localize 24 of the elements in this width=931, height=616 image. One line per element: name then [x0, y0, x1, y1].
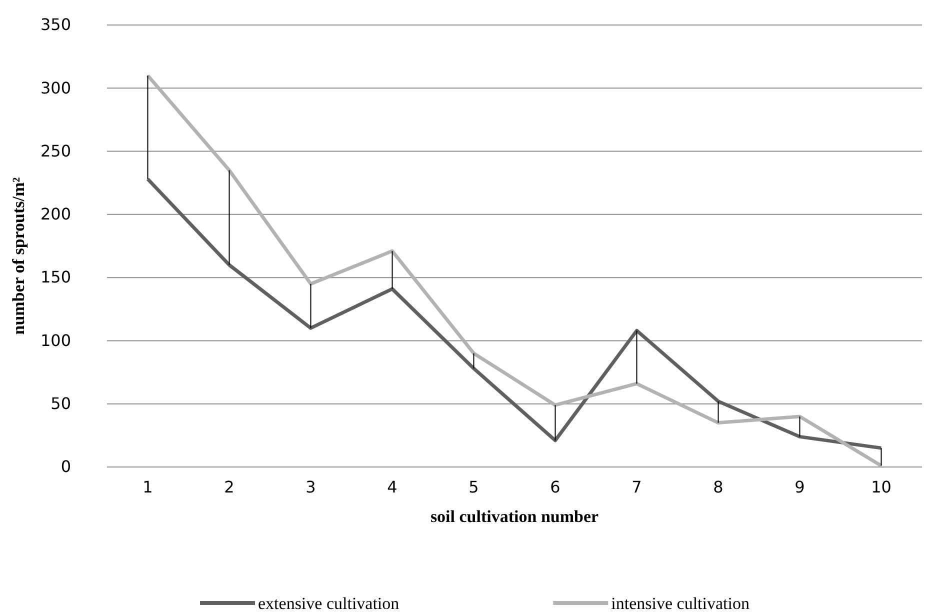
- x-tick-label: 6: [550, 477, 560, 496]
- y-tick-label: 250: [40, 141, 71, 160]
- x-tick-label: 5: [468, 477, 479, 496]
- legend-label: extensive cultivation: [258, 594, 400, 613]
- x-tick-label: 4: [387, 477, 398, 496]
- x-tick-label: 8: [713, 477, 724, 496]
- line-series: [146, 177, 883, 450]
- y-tick-label: 100: [40, 330, 71, 350]
- x-tick-label: 10: [871, 477, 892, 496]
- x-tick-label: 7: [632, 477, 642, 496]
- x-tick-label: 9: [794, 477, 805, 496]
- x-tick-label: 2: [224, 477, 234, 496]
- x-axis-title: soil cultivation number: [430, 507, 600, 526]
- y-tick-label: 50: [50, 394, 71, 413]
- y-tick-label: 0: [60, 457, 71, 476]
- line-series: [146, 74, 883, 468]
- y-tick-label: 350: [40, 15, 71, 34]
- y-axis-title: number of sprouts/m²: [9, 177, 28, 335]
- x-tick-label: 3: [306, 477, 316, 496]
- legend-label: intensive cultivation: [611, 594, 750, 613]
- y-tick-label: 150: [40, 268, 71, 287]
- y-tick-label: 300: [40, 78, 71, 98]
- x-tick-label: 1: [142, 477, 153, 496]
- y-tick-label: 200: [40, 204, 71, 224]
